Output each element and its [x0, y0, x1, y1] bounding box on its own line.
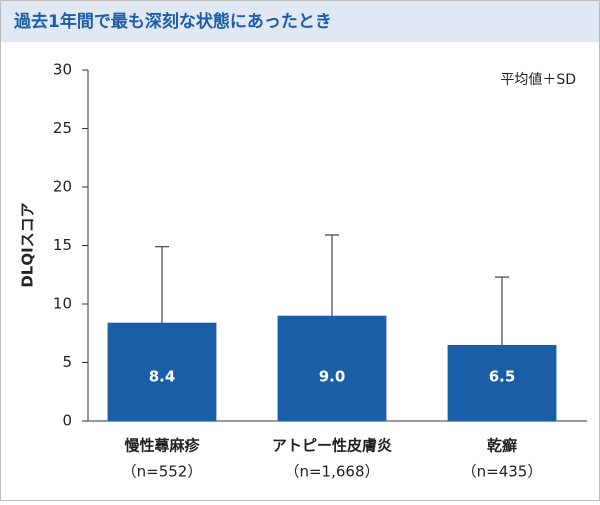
- x-tick-label: アトピー性皮膚炎: [272, 437, 392, 455]
- note: 平均値＋SD: [500, 72, 576, 88]
- bar: [277, 315, 387, 421]
- x-tick-label: 慢性蕁麻疹: [124, 437, 200, 455]
- x-tick-note: （n=435）: [462, 463, 543, 481]
- x-tick-label: 乾癬: [487, 437, 517, 455]
- y-axis-label: DLQIスコア: [19, 202, 37, 287]
- value-label: 6.5: [489, 368, 516, 386]
- y-tick-label: 5: [62, 353, 72, 371]
- x-tick-note: （n=552）: [122, 463, 203, 481]
- bar: [107, 322, 217, 421]
- y-tick-label: 20: [53, 178, 72, 196]
- chart-title: 過去1年間で最も深刻な状態にあったとき: [14, 11, 332, 32]
- value-label: 8.4: [149, 368, 176, 386]
- x-tick-note: （n=1,668）: [284, 463, 379, 481]
- y-tick-label: 15: [53, 236, 72, 254]
- value-label: 9.0: [319, 368, 346, 386]
- y-tick-label: 10: [53, 295, 72, 313]
- y-tick-label: 30: [53, 61, 72, 79]
- y-tick-label: 25: [53, 119, 72, 137]
- bar: [447, 344, 557, 421]
- y-tick-label: 0: [62, 412, 72, 430]
- title-banner: [1, 1, 599, 42]
